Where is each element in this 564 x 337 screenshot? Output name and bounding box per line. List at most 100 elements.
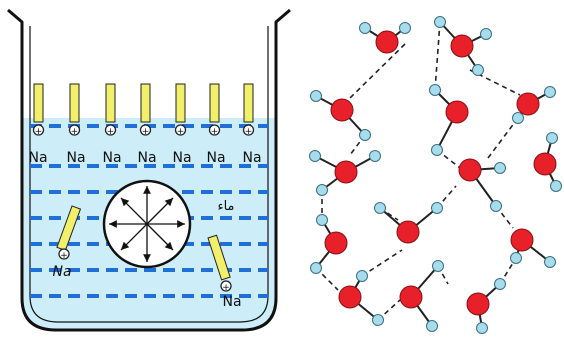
oxygen-atom: [450, 34, 474, 58]
oxygen-atom: [334, 160, 358, 184]
hydrogen-atom: [434, 16, 446, 28]
hydrogen-atom: [494, 278, 506, 290]
svg-text:+: +: [35, 127, 43, 137]
oxygen-atom: [324, 231, 348, 255]
rod: [105, 83, 116, 123]
oxygen-atoms: [324, 30, 557, 316]
oxygen-atom: [375, 30, 399, 54]
beaker-inner-wall: [29, 26, 269, 323]
hydrogen-atom: [431, 144, 443, 156]
hydrogen-atom: [359, 129, 371, 141]
beaker-outline: [7, 8, 291, 332]
arrow-sw: [120, 223, 148, 251]
rod: [209, 83, 220, 123]
plus-ion-icon: [220, 280, 232, 292]
oxygen-atom: [466, 292, 490, 316]
ion-label: Na: [242, 150, 261, 166]
hydrogen-atom: [480, 28, 492, 40]
svg-text:+: +: [60, 251, 68, 261]
arrow-nw: [120, 197, 148, 225]
oxygen-atom: [338, 285, 362, 309]
oxygen-atom: [330, 98, 354, 122]
svg-text:+: +: [211, 127, 219, 137]
oxygen-atom: [399, 285, 423, 309]
ion-label: Na: [172, 150, 191, 166]
lower-rod-right: + Na: [207, 234, 242, 310]
ion-label: Na: [102, 150, 121, 166]
hydrogen-atom: [310, 262, 322, 274]
hydrogen-atom: [512, 112, 524, 124]
beaker: [7, 8, 291, 332]
plus-ion-icon: [242, 124, 255, 136]
oxygen-atom: [516, 92, 540, 116]
hydrogen-atoms: [309, 16, 562, 334]
svg-text:+: +: [142, 127, 150, 137]
hydrogen-atom: [399, 22, 411, 34]
h-bond: [347, 43, 406, 101]
ion-label: Na: [137, 150, 156, 166]
hydrogen-atom: [544, 256, 556, 268]
plus-ion-icon: [104, 124, 117, 136]
oxygen-atom: [458, 158, 482, 182]
hydrogen-atom: [310, 90, 322, 102]
hydrogen-atom: [476, 322, 488, 334]
rod-2: + Na: [66, 83, 86, 166]
oxygen-atom: [533, 152, 557, 176]
plus-ion-icon: [32, 124, 45, 136]
rod: [33, 83, 44, 123]
hydrogen-atom: [372, 314, 384, 326]
rod: [243, 83, 254, 123]
arrow-se: [146, 223, 174, 251]
oxygen-atom: [445, 100, 469, 124]
svg-text:+: +: [71, 127, 79, 137]
rod: [69, 83, 80, 123]
hydrogen-atom: [426, 320, 438, 332]
plus-ion-icon: [58, 248, 70, 260]
lower-rod-left: + Na: [52, 205, 82, 280]
hydrogen-atom: [431, 202, 443, 214]
hydrogen-atom: [550, 180, 562, 192]
rod-1: + Na: [28, 83, 48, 166]
hydrogen-atom: [544, 86, 556, 98]
h-bond: [361, 249, 403, 277]
svg-text:+: +: [177, 127, 185, 137]
rod: [175, 83, 186, 123]
rod-4: + Na: [137, 83, 157, 166]
plus-ion-icon: [68, 124, 81, 136]
rod-6: + Na: [206, 83, 226, 166]
rod: [140, 83, 151, 123]
hydrogen-atom: [309, 150, 321, 162]
hydrogen-atom: [490, 200, 502, 212]
plus-ion-icon: [174, 124, 187, 136]
oxygen-atom: [396, 220, 420, 244]
rod-5: + Na: [172, 83, 192, 166]
svg-text:+: +: [107, 127, 115, 137]
plus-ion-icon: [208, 124, 221, 136]
hydrogen-atom: [356, 270, 368, 282]
ion-label: Na: [28, 150, 47, 166]
ion-label: Na: [52, 264, 71, 280]
svg-text:+: +: [222, 283, 230, 293]
plus-ion-icon: [139, 124, 152, 136]
hydrogen-atom: [316, 184, 328, 196]
h-bond: [487, 117, 519, 159]
hydrogen-atom: [369, 150, 381, 162]
hydrogen-atom: [494, 162, 506, 174]
ion-label: Na: [206, 150, 225, 166]
rod-3: + Na: [102, 83, 122, 166]
hydrogen-atom: [546, 132, 558, 144]
arrow-ne: [146, 197, 174, 225]
hydrogen-atom: [472, 64, 484, 76]
hydrogen-atom: [316, 214, 328, 226]
rod: [56, 205, 82, 252]
hydrogen-atom: [510, 252, 522, 264]
pressure-circle: [102, 179, 192, 269]
hydrogen-atom: [429, 84, 441, 96]
rod-7: + Na: [242, 83, 262, 166]
svg-text:+: +: [245, 127, 253, 137]
surface-rods: + Na + Na + Na + Na + Na: [28, 83, 262, 166]
h-bond: [434, 21, 441, 91]
hydrogen-atom: [359, 22, 371, 34]
water-label: ماء: [217, 199, 234, 214]
